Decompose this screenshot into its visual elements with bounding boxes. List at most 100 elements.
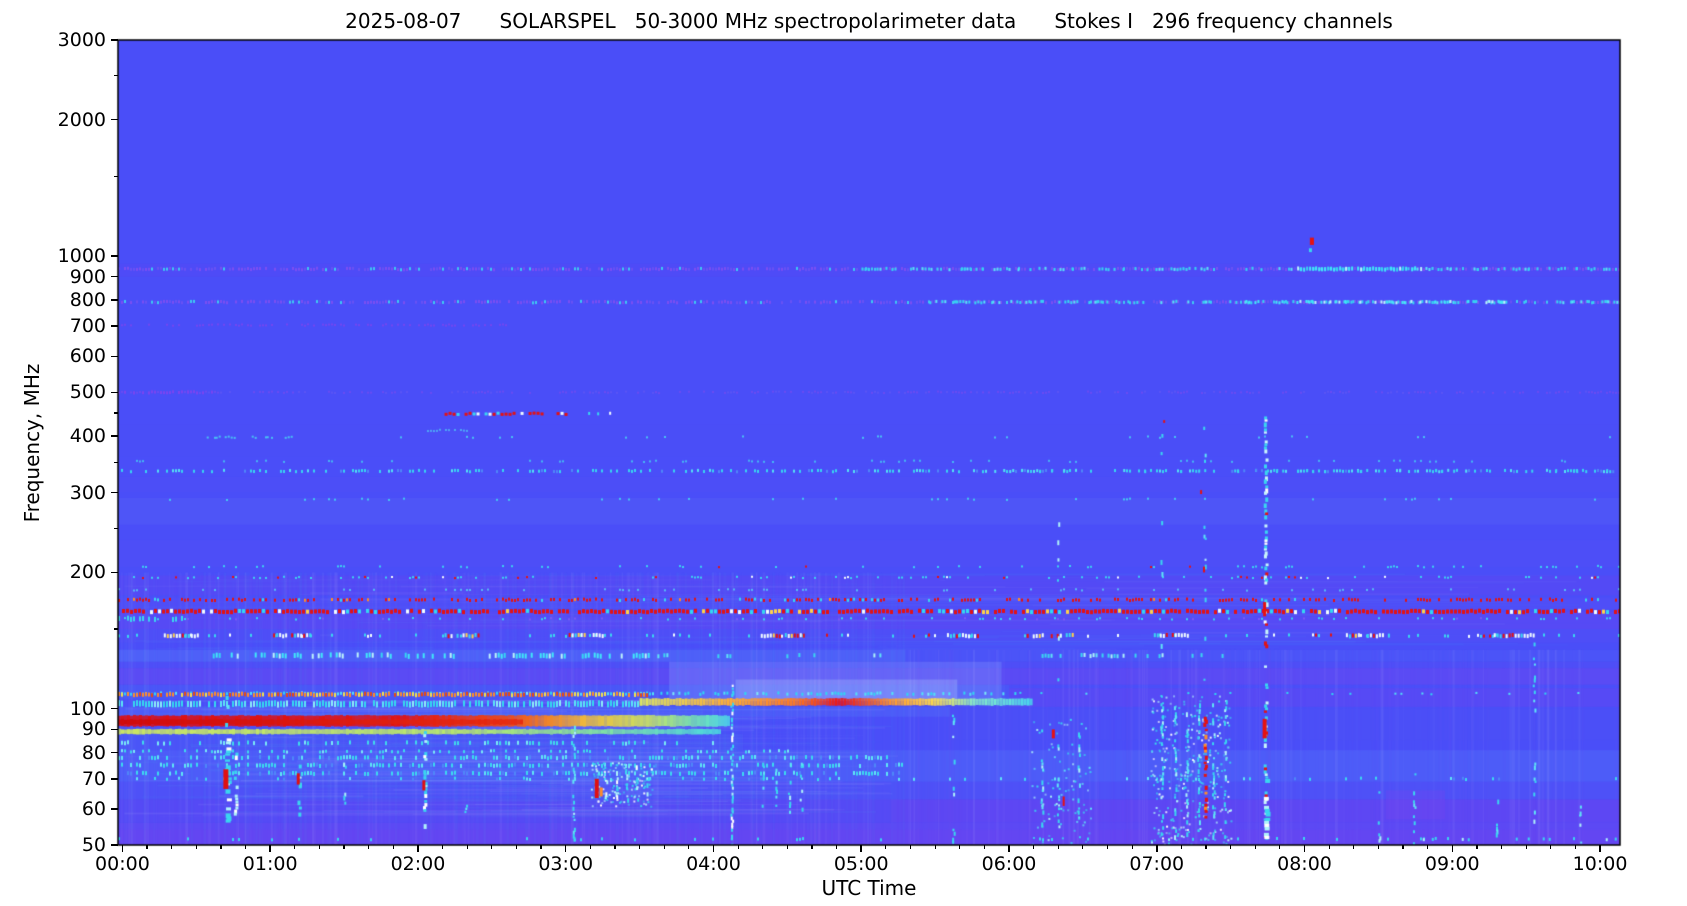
y-tick-label: 1000 <box>57 245 106 267</box>
x-minor-tick <box>466 845 468 849</box>
y-major-tick <box>111 751 118 754</box>
x-minor-tick <box>1180 845 1182 849</box>
x-tick-label: 00:00 <box>95 853 150 875</box>
y-major-tick <box>111 844 118 846</box>
x-tick-label: 08:00 <box>1277 853 1332 875</box>
x-minor-tick <box>638 845 641 849</box>
x-major-tick <box>1451 845 1454 852</box>
x-minor-tick <box>1057 845 1059 849</box>
y-tick-label: 100 <box>69 697 106 720</box>
y-tick-label: 90 <box>81 718 106 741</box>
x-minor-tick <box>1550 845 1552 849</box>
y-major-tick <box>111 325 118 327</box>
x-minor-tick <box>146 845 148 849</box>
y-minor-tick <box>114 461 118 463</box>
x-minor-tick <box>737 845 739 849</box>
x-minor-tick <box>983 845 985 849</box>
x-minor-tick <box>614 845 616 849</box>
x-major-tick <box>1599 845 1601 852</box>
x-major-tick <box>860 845 862 852</box>
x-major-tick <box>1156 845 1158 852</box>
y-tick-label: 60 <box>81 798 106 821</box>
x-minor-tick <box>540 845 542 849</box>
x-minor-tick <box>762 845 764 849</box>
x-minor-tick <box>195 845 197 849</box>
x-minor-tick <box>1033 845 1035 849</box>
x-minor-tick <box>1500 845 1503 849</box>
y-major-tick <box>111 707 118 710</box>
y-major-tick <box>111 118 118 121</box>
y-major-tick <box>111 355 118 358</box>
x-major-tick <box>121 845 124 852</box>
x-minor-tick <box>294 845 296 849</box>
x-minor-tick <box>811 845 813 849</box>
y-tick-label: 80 <box>81 741 106 764</box>
x-minor-tick <box>663 845 665 849</box>
x-minor-tick <box>589 845 591 849</box>
x-minor-tick <box>343 845 345 849</box>
y-minor-tick <box>114 527 118 530</box>
x-minor-tick <box>959 845 961 849</box>
y-major-tick <box>111 275 118 278</box>
x-minor-tick <box>836 845 838 849</box>
x-tick-label: 03:00 <box>538 853 594 875</box>
x-minor-tick <box>688 845 690 849</box>
y-tick-label: 500 <box>69 381 106 404</box>
y-minor-tick <box>114 175 118 177</box>
x-tick-label: 01:00 <box>242 853 298 875</box>
x-minor-tick <box>392 845 394 849</box>
x-minor-tick <box>1082 845 1084 849</box>
y-major-tick <box>111 391 118 394</box>
y-major-tick <box>111 571 118 574</box>
x-major-tick <box>1008 845 1010 852</box>
x-major-tick <box>712 845 715 852</box>
x-minor-tick <box>934 845 936 849</box>
y-major-tick <box>111 39 118 41</box>
y-tick-label: 300 <box>69 481 106 504</box>
x-tick-label: 09:00 <box>1424 853 1480 875</box>
x-minor-tick <box>1205 845 1207 849</box>
y-tick-label: 2000 <box>57 108 106 131</box>
x-tick-label: 02:00 <box>390 853 446 875</box>
x-minor-tick <box>1402 845 1404 849</box>
x-minor-tick <box>1476 845 1478 849</box>
y-tick-label: 700 <box>69 315 106 338</box>
x-minor-tick <box>1328 845 1330 849</box>
x-major-tick <box>269 845 271 852</box>
y-minor-tick <box>114 628 118 630</box>
x-minor-tick <box>1427 845 1429 849</box>
x-major-tick <box>417 845 419 852</box>
chart-title: 2025-08-07 SOLARSPEL 50-3000 MHz spectro… <box>345 9 1393 33</box>
x-tick-label: 05:00 <box>833 853 889 875</box>
x-minor-tick <box>786 845 788 849</box>
y-major-tick <box>111 728 118 731</box>
x-minor-tick <box>885 845 887 849</box>
x-minor-tick <box>1574 845 1576 849</box>
x-minor-tick <box>220 845 222 849</box>
x-minor-tick <box>1254 845 1256 849</box>
x-minor-tick <box>491 845 493 849</box>
y-tick-label: 400 <box>69 425 106 448</box>
y-minor-tick <box>114 412 118 414</box>
x-minor-tick <box>1230 845 1232 849</box>
x-minor-tick <box>1353 845 1355 849</box>
x-minor-tick <box>1377 845 1379 849</box>
y-tick-label: 800 <box>69 288 106 311</box>
y-tick-label: 50 <box>81 834 106 856</box>
x-minor-tick <box>171 845 173 849</box>
x-minor-tick <box>909 845 912 849</box>
x-minor-tick <box>244 845 247 849</box>
x-minor-tick <box>441 845 444 849</box>
y-major-tick <box>111 778 118 780</box>
x-tick-label: 04:00 <box>686 853 741 875</box>
y-tick-label: 600 <box>69 345 106 368</box>
x-axis-label: UTC Time <box>821 876 917 900</box>
y-major-tick <box>111 299 118 301</box>
x-minor-tick <box>1131 845 1133 849</box>
y-tick-label: 900 <box>69 265 106 288</box>
x-minor-tick <box>318 845 321 849</box>
x-major-tick <box>1303 845 1306 852</box>
x-minor-tick <box>368 845 370 849</box>
